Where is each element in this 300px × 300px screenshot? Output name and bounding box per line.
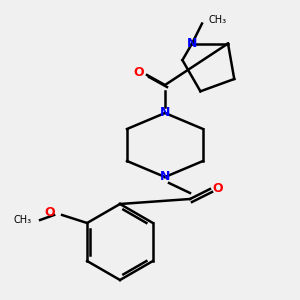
Text: O: O [213, 182, 223, 196]
Text: CH₃: CH₃ [208, 15, 226, 25]
Text: N: N [187, 37, 197, 50]
Text: O: O [134, 67, 144, 80]
Text: CH₃: CH₃ [14, 215, 32, 225]
Text: O: O [45, 206, 56, 220]
Text: N: N [160, 106, 170, 119]
Text: N: N [160, 170, 170, 184]
